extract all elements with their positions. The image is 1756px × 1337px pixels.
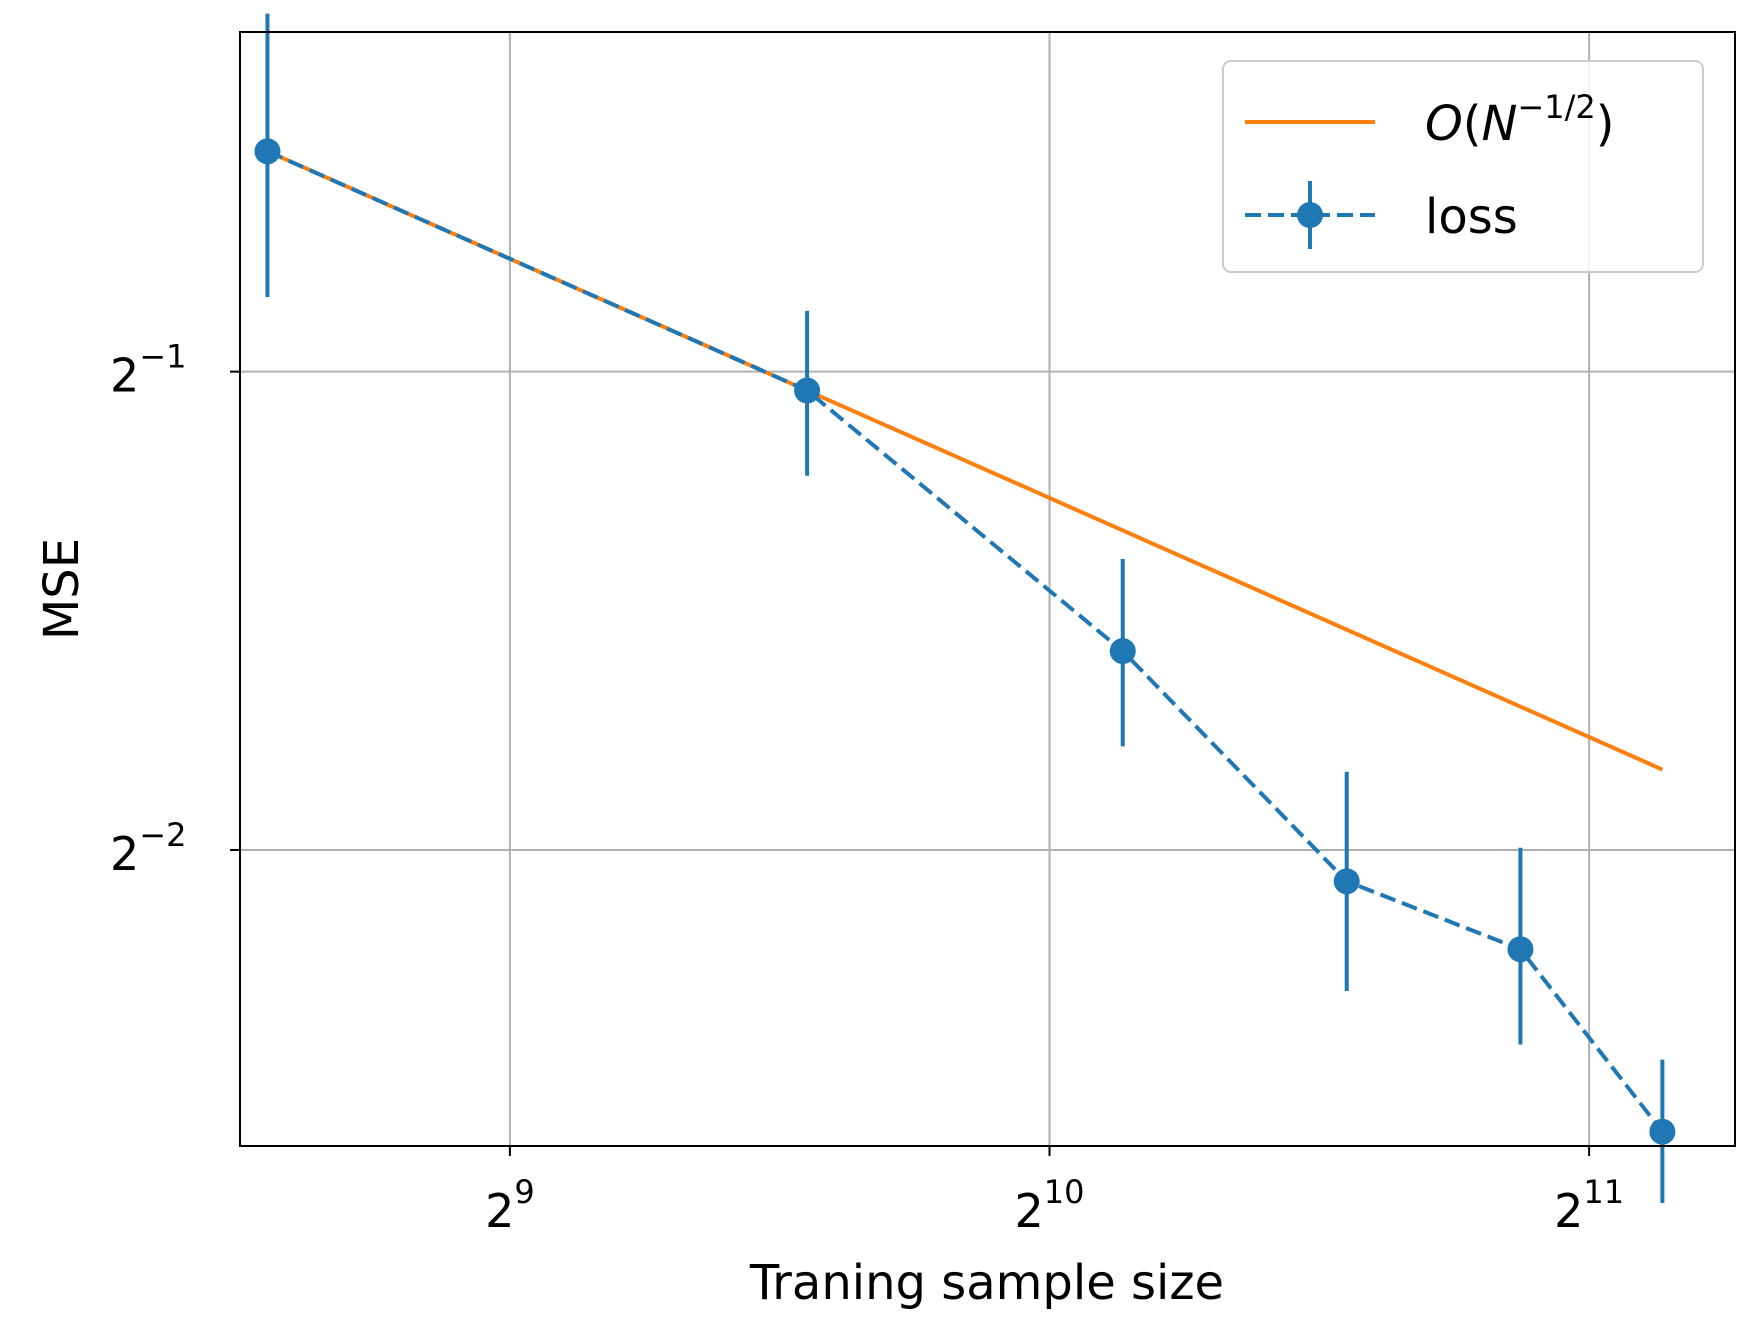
- x-tick-label: 29: [485, 1173, 535, 1238]
- loss-point: [1649, 1118, 1676, 1145]
- x-tick-label: 211: [1554, 1173, 1624, 1238]
- x-tick-label: 210: [1015, 1173, 1085, 1238]
- legend-box: [1222, 60, 1704, 273]
- plot-series: [254, 13, 1676, 1203]
- loss-point: [1109, 638, 1136, 665]
- x-axis-label: Traning sample size: [749, 1255, 1224, 1311]
- loss-point: [254, 138, 281, 165]
- loss-line: [266, 149, 1664, 1133]
- y-tick-label: 2−1: [110, 338, 186, 403]
- plot-frame: [239, 31, 1736, 1147]
- loss-point: [794, 377, 821, 404]
- axis-ticks: 29 210 211 2−1 2−2: [110, 338, 1624, 1238]
- legend-entry-loss: loss: [1425, 189, 1518, 245]
- loss-point: [1333, 868, 1360, 895]
- legend-swatch-marker: [1297, 202, 1323, 228]
- legend: O(N−1/2) loss: [1222, 60, 1704, 273]
- loss-point: [1507, 936, 1534, 963]
- y-axis-label: MSE: [34, 538, 90, 640]
- y-tick-label: 2−2: [110, 816, 186, 881]
- legend-entry-trend: O(N−1/2): [1425, 88, 1614, 152]
